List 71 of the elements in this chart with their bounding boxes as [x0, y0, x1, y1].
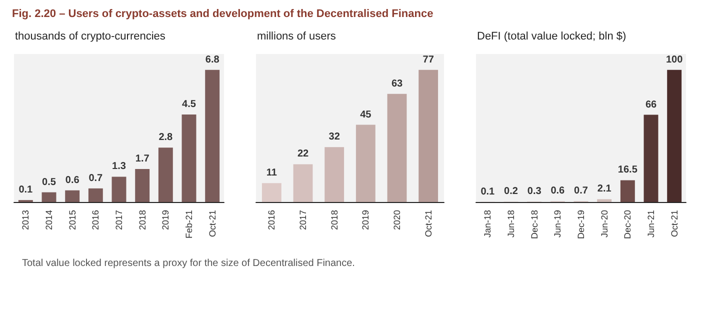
x-tick-label: Dec-19 [576, 210, 586, 240]
x-tick-label: Feb-21 [184, 210, 194, 239]
data-label: 22 [297, 148, 309, 160]
x-tick-label: 2017 [114, 210, 124, 230]
bar [205, 70, 220, 202]
data-label: 11 [266, 168, 278, 179]
x-tick-label: 2017 [298, 210, 308, 230]
x-tick-label: Jun-18 [506, 210, 516, 238]
x-tick-label: 2020 [392, 210, 402, 230]
x-tick-label: 2016 [266, 210, 277, 230]
data-label: 0.5 [42, 176, 56, 188]
x-tick-label: Jan-18 [482, 210, 493, 238]
x-tick-label: Jun-21 [646, 210, 656, 238]
bar [293, 164, 313, 202]
bar [644, 114, 658, 202]
chart-subtitle: DeFI (total value locked; bln $) [477, 30, 626, 42]
x-tick-label: 2015 [67, 210, 78, 230]
chart-subtitle: thousands of crypto-currencies [15, 30, 166, 42]
x-tick-label: 2013 [20, 210, 31, 230]
bar [324, 147, 344, 202]
x-tick-label: Dec-20 [622, 210, 633, 240]
data-label: 0.3 [527, 186, 542, 198]
data-label: 6.8 [205, 54, 220, 66]
data-label: 0.6 [550, 186, 566, 197]
data-label: 77 [422, 54, 434, 66]
data-label: 32 [328, 132, 340, 143]
data-label: 45 [360, 109, 372, 120]
bar [387, 94, 407, 202]
x-tick-label: 2018 [137, 210, 148, 230]
bar [620, 180, 635, 202]
x-tick-label: Oct-21 [669, 210, 680, 238]
x-tick-label: 2018 [329, 210, 340, 230]
data-label: 0.1 [18, 184, 34, 196]
data-label: 66 [645, 99, 657, 110]
x-tick-label: 2016 [90, 210, 101, 230]
data-label: 1.7 [135, 153, 150, 164]
chart-subtitle: millions of users [257, 30, 336, 42]
x-tick-label: Oct-21 [207, 210, 218, 238]
data-label: 16.5 [618, 164, 638, 176]
text: Total value locked represents a proxy for the size of Decentralised Finance. [22, 258, 356, 269]
data-label: 4.5 [182, 99, 196, 110]
bar [88, 188, 103, 202]
x-tick-label: Dec-18 [529, 210, 540, 240]
x-tick-label: Jun-20 [599, 210, 610, 238]
bar [418, 70, 438, 202]
x-tick-label: 2014 [44, 210, 54, 230]
bar [65, 190, 80, 202]
data-label: 0.7 [88, 172, 104, 184]
data-label: 2.8 [158, 132, 174, 144]
data-label: 1.3 [112, 161, 126, 172]
chart-title: Fig. 2.20 – Users of crypto-assets and development of the Decentralised Finance [12, 8, 434, 20]
bar [135, 168, 150, 202]
data-label: 100 [666, 54, 684, 66]
data-label: 0.6 [65, 174, 80, 186]
x-tick-label: 2019 [160, 210, 171, 230]
bar [182, 114, 196, 202]
data-label: 0.1 [480, 186, 496, 198]
x-tick-label: Jun-19 [552, 210, 563, 238]
data-label: 63 [391, 78, 403, 90]
data-label: 0.7 [574, 186, 588, 197]
data-label: 2.1 [597, 184, 612, 195]
bar [112, 176, 126, 202]
bar [262, 183, 282, 202]
bar [667, 70, 682, 202]
bar [597, 199, 612, 202]
x-tick-label: Oct-21 [423, 210, 434, 238]
bar [42, 192, 56, 202]
bar [356, 124, 376, 202]
data-label: 0.2 [504, 186, 518, 198]
x-tick-label: 2019 [360, 210, 371, 230]
bar [158, 148, 173, 202]
